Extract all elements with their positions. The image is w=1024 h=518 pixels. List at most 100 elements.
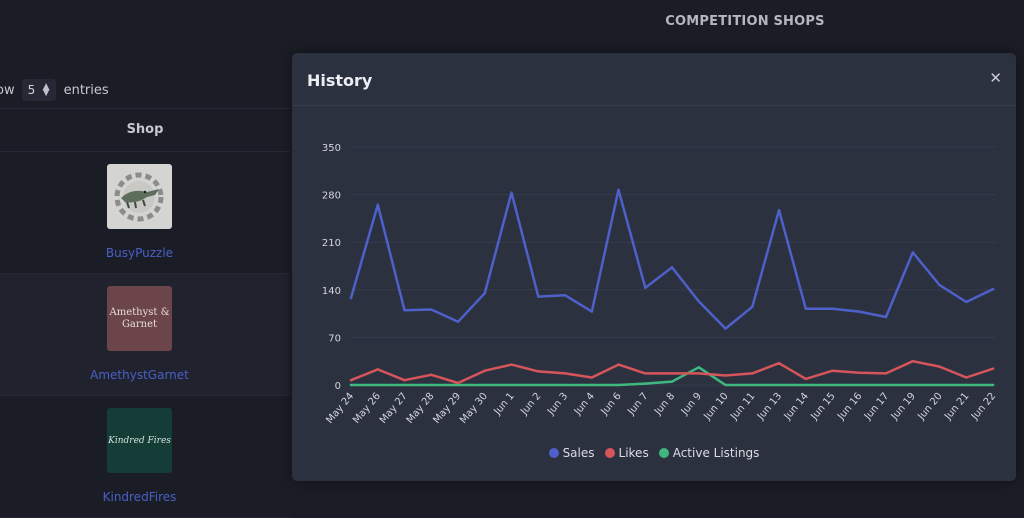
x-tick-label: Jun 10 xyxy=(701,391,730,423)
legend-dot-icon xyxy=(658,448,669,458)
data-point xyxy=(670,380,674,383)
data-point xyxy=(858,383,861,387)
legend-label: Likes xyxy=(618,446,649,460)
x-tick-label: May 30 xyxy=(458,391,490,426)
shop-link[interactable]: KindredFires xyxy=(102,490,177,504)
shop-thumbnail[interactable]: Amethyst & Garnet xyxy=(107,286,172,351)
data-point xyxy=(965,376,968,379)
data-point xyxy=(644,382,647,385)
shops-table: Shop BusyPuzzle Amethyst & Garnet Amethy… xyxy=(0,108,290,518)
x-tick-label: Jun 6 xyxy=(599,391,624,418)
data-point xyxy=(965,300,968,304)
x-tick-label: May 28 xyxy=(405,391,437,426)
data-point xyxy=(697,372,700,375)
x-tick-label: Jun 17 xyxy=(862,391,891,423)
data-point xyxy=(858,371,861,374)
x-tick-label: Jun 15 xyxy=(808,391,837,423)
data-point xyxy=(617,188,620,192)
data-point xyxy=(590,383,593,387)
data-point xyxy=(777,362,781,365)
select-arrows-icon: ▲ ▼ xyxy=(42,82,50,98)
y-tick-label: 70 xyxy=(328,333,341,344)
data-point xyxy=(884,383,888,387)
show-entries-control: ow 5 ▲▼ entries xyxy=(0,79,109,101)
data-point xyxy=(483,369,486,372)
shop-thumbnail[interactable]: Kindred Fires xyxy=(107,408,172,473)
data-point xyxy=(644,372,647,375)
entries-value: 5 xyxy=(27,83,36,97)
shop-column-header[interactable]: Shop xyxy=(0,108,290,152)
data-point xyxy=(456,320,460,323)
data-point xyxy=(831,307,834,311)
data-point xyxy=(644,286,647,289)
data-point xyxy=(617,383,620,387)
data-point xyxy=(563,383,567,387)
data-point xyxy=(751,372,754,375)
data-point xyxy=(724,383,727,387)
legend-item[interactable]: Sales xyxy=(548,446,595,460)
thumb-text: Amethyst & Garnet xyxy=(109,306,170,330)
x-tick-label: Jun 14 xyxy=(782,391,811,423)
data-point xyxy=(403,379,406,382)
crocodile-logo-icon xyxy=(114,172,164,222)
data-point xyxy=(563,372,567,375)
data-point xyxy=(697,366,700,369)
x-tick-label: Jun 3 xyxy=(545,391,570,418)
x-tick-label: Jun 22 xyxy=(969,391,998,423)
legend-item[interactable]: Active Listings xyxy=(658,446,759,460)
table-row: Amethyst & Garnet AmethystGarnet xyxy=(0,274,290,396)
data-point xyxy=(617,363,620,366)
data-point xyxy=(751,305,754,308)
data-point xyxy=(349,379,353,382)
data-point xyxy=(376,383,379,387)
data-point xyxy=(430,383,433,387)
series-line-likes xyxy=(349,359,995,385)
shop-link[interactable]: BusyPuzzle xyxy=(105,246,174,260)
data-point xyxy=(991,287,995,291)
series-line-sales xyxy=(349,188,995,330)
legend-dot-icon xyxy=(548,448,559,458)
page-title: COMPETITION SHOPS xyxy=(665,14,825,29)
data-point xyxy=(831,383,834,387)
entries-label: entries xyxy=(63,82,109,98)
data-point xyxy=(349,383,353,387)
data-point xyxy=(991,383,995,387)
data-point xyxy=(938,383,941,387)
x-tick-label: May 26 xyxy=(351,391,383,426)
legend-item[interactable]: Likes xyxy=(604,446,649,460)
show-label: ow xyxy=(0,82,15,98)
data-point xyxy=(430,373,433,376)
shop-link[interactable]: AmethystGarnet xyxy=(90,368,189,382)
data-point xyxy=(510,363,513,366)
data-point xyxy=(911,360,914,363)
entries-select[interactable]: 5 ▲ ▼ xyxy=(21,79,56,101)
x-tick-label: May 27 xyxy=(378,391,410,426)
legend-label: Sales xyxy=(562,446,595,460)
thumb-text: Kindred Fires xyxy=(108,435,171,446)
data-point xyxy=(858,310,861,313)
legend-dot-icon xyxy=(604,448,615,458)
data-point xyxy=(456,383,460,387)
x-tick-label: Jun 13 xyxy=(755,391,784,423)
data-point xyxy=(724,327,727,330)
data-point xyxy=(537,295,540,298)
shop-thumbnail[interactable] xyxy=(107,164,172,229)
x-tick-label: Jun 20 xyxy=(915,391,944,423)
data-point xyxy=(483,292,486,295)
close-icon[interactable]: ✕ xyxy=(989,69,1002,87)
data-point xyxy=(804,383,807,387)
data-point xyxy=(911,383,914,387)
y-tick-label: 350 xyxy=(322,143,341,154)
history-modal: History ✕ 0 70 140 210 280 350 May 24 May 26 May… xyxy=(292,53,1016,481)
x-tick-label: Jun 21 xyxy=(942,391,971,423)
chart-legend: Sales Likes Active Listings xyxy=(292,446,1016,460)
table-row: BusyPuzzle xyxy=(0,152,290,274)
data-point xyxy=(670,372,674,375)
data-point xyxy=(590,376,593,379)
y-tick-label: 280 xyxy=(322,191,341,202)
data-point xyxy=(510,383,513,387)
modal-title: History xyxy=(307,71,373,90)
data-point xyxy=(804,307,807,311)
data-point xyxy=(938,283,941,287)
